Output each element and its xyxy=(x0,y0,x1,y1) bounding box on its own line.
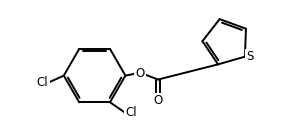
Text: O: O xyxy=(153,94,163,107)
Text: Cl: Cl xyxy=(37,76,48,89)
Text: S: S xyxy=(246,50,254,63)
Text: O: O xyxy=(135,67,145,80)
Text: Cl: Cl xyxy=(125,106,137,119)
